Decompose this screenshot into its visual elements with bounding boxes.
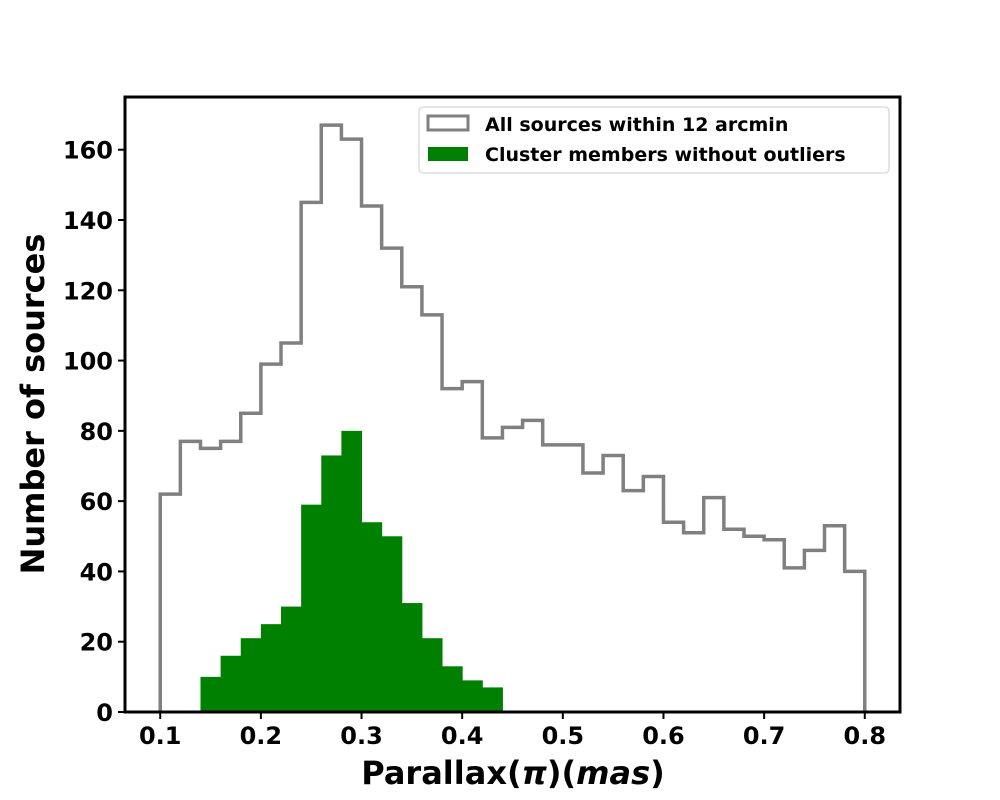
legend-label-cluster-members: Cluster members without outliers: [485, 144, 846, 166]
bar-cluster-members: [321, 455, 342, 712]
bar-cluster-members: [381, 536, 403, 712]
x-tick-label: 0.2: [240, 722, 283, 750]
y-axis-label: Number of sources: [14, 234, 52, 575]
bar-cluster-members: [421, 638, 443, 712]
y-tick-label: 80: [80, 418, 113, 446]
y-tick-label: 40: [80, 558, 113, 586]
legend-box: [418, 106, 890, 174]
x-tick-label: 0.6: [642, 722, 685, 750]
x-tick-label: 0.3: [340, 722, 383, 750]
bar-cluster-members: [361, 522, 383, 712]
legend-swatch-all-sources: [426, 114, 470, 132]
legend-swatch-cluster-members: [428, 147, 468, 161]
y-tick-label: 100: [63, 348, 113, 376]
bar-cluster-members: [401, 603, 423, 712]
x-tick-label: 0.7: [743, 722, 786, 750]
x-tick-label: 0.8: [844, 722, 887, 750]
bar-cluster-members: [462, 680, 483, 712]
y-tick-label: 20: [80, 629, 113, 657]
bar-cluster-members: [442, 666, 463, 712]
y-tick-label: 160: [63, 137, 113, 165]
legend-label-all-sources: All sources within 12 arcmin: [485, 114, 788, 136]
bar-cluster-members: [260, 624, 282, 712]
bar-cluster-members: [220, 655, 242, 712]
x-axis-ticks: 0.1 0.2 0.3 0.4 0.5 0.6 0.7 0.8: [139, 712, 886, 750]
bar-cluster-members: [341, 430, 363, 712]
outline-histogram: [158, 123, 867, 712]
bar-cluster-members: [482, 687, 503, 712]
y-tick-label: 60: [80, 488, 113, 516]
x-axis-label: Parallax(π)(mas): [361, 754, 665, 792]
plot-frame: [123, 95, 902, 714]
x-tick-label: 0.4: [441, 722, 484, 750]
x-tick-label: 0.5: [542, 722, 585, 750]
x-axis-label-unit: mas: [576, 754, 650, 792]
legend: All sources within 12 arcmin Cluster mem…: [418, 106, 890, 174]
bar-cluster-members: [281, 606, 302, 712]
y-tick-label: 0: [96, 699, 113, 727]
x-tick-label: 0.1: [139, 722, 182, 750]
bar-cluster-members: [240, 638, 262, 712]
filled-histogram-bars: [200, 430, 503, 712]
y-tick-label: 140: [63, 207, 113, 235]
bar-cluster-members: [301, 504, 322, 712]
y-axis-ticks: 0 20 40 60 80 100 120 140 160: [63, 137, 125, 727]
step-line-all-sources: [158, 123, 867, 712]
x-axis-label-symbol: π: [522, 754, 548, 792]
bar-cluster-members: [200, 676, 222, 712]
y-tick-label: 120: [63, 277, 113, 305]
